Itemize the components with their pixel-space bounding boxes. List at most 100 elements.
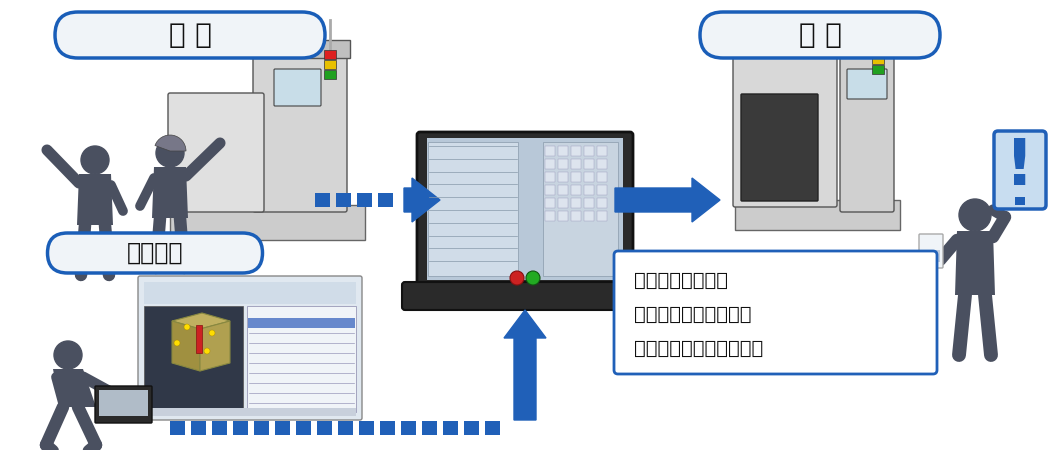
Bar [336, 193, 351, 207]
Circle shape [526, 271, 540, 285]
FancyBboxPatch shape [274, 69, 321, 106]
Bar [212, 421, 227, 435]
Bar [275, 421, 290, 435]
Bar [597, 211, 607, 221]
Bar [558, 159, 568, 169]
Bar [443, 421, 458, 435]
Bar [558, 146, 568, 156]
Bar [191, 421, 206, 435]
Bar [247, 306, 356, 412]
FancyBboxPatch shape [994, 131, 1046, 209]
Bar [597, 198, 607, 208]
Bar [248, 318, 355, 328]
FancyBboxPatch shape [919, 234, 943, 268]
FancyArrow shape [504, 310, 546, 420]
Bar [584, 172, 594, 182]
FancyBboxPatch shape [847, 69, 887, 99]
Bar [558, 211, 568, 221]
FancyBboxPatch shape [47, 233, 262, 273]
Bar [597, 185, 607, 195]
Bar [401, 421, 416, 435]
Bar [233, 421, 248, 435]
Bar [597, 172, 607, 182]
Bar [485, 421, 500, 435]
Bar [144, 408, 356, 416]
Text: !: ! [1006, 136, 1034, 198]
FancyBboxPatch shape [840, 48, 894, 212]
Bar [359, 421, 374, 435]
FancyArrow shape [615, 178, 720, 222]
Wedge shape [155, 135, 186, 151]
Bar [196, 325, 202, 353]
Bar [428, 142, 518, 276]
Bar [545, 211, 555, 221]
Bar [254, 421, 269, 435]
Text: 成 果: 成 果 [799, 21, 841, 49]
Bar [584, 198, 594, 208]
Bar [324, 50, 336, 59]
Text: 動作確認: 動作確認 [127, 241, 184, 265]
Bar [545, 159, 555, 169]
Bar [422, 421, 437, 435]
FancyBboxPatch shape [402, 282, 648, 310]
Bar [558, 198, 568, 208]
Bar [296, 421, 311, 435]
Bar [545, 172, 555, 182]
Circle shape [174, 340, 180, 346]
Polygon shape [152, 167, 188, 218]
Bar [317, 421, 332, 435]
Bar [872, 55, 884, 64]
Text: ・円滑な機械立ち上げ: ・円滑な機械立ち上げ [634, 305, 752, 324]
Bar [558, 172, 568, 182]
Circle shape [156, 139, 184, 167]
Bar [338, 421, 353, 435]
Circle shape [204, 348, 210, 354]
FancyBboxPatch shape [138, 276, 362, 420]
Bar [597, 159, 607, 169]
Circle shape [184, 324, 190, 330]
Polygon shape [52, 369, 96, 407]
Bar [571, 211, 581, 221]
FancyBboxPatch shape [614, 251, 937, 374]
Bar [584, 159, 594, 169]
FancyBboxPatch shape [168, 93, 264, 212]
Bar [170, 205, 365, 240]
Bar [1015, 197, 1025, 205]
Bar [597, 146, 607, 156]
Bar [315, 193, 330, 207]
Bar [545, 185, 555, 195]
Bar [922, 250, 940, 262]
Bar [571, 198, 581, 208]
Bar [144, 282, 356, 304]
Polygon shape [172, 313, 230, 329]
Bar [378, 193, 393, 207]
Bar [872, 65, 884, 74]
FancyBboxPatch shape [733, 43, 837, 207]
FancyBboxPatch shape [55, 12, 326, 58]
Bar [584, 146, 594, 156]
Circle shape [54, 341, 82, 369]
Text: ・すばやい段取り・加工: ・すばやい段取り・加工 [634, 338, 763, 357]
FancyBboxPatch shape [741, 94, 818, 201]
Polygon shape [77, 174, 113, 225]
Bar [144, 306, 243, 412]
FancyBboxPatch shape [700, 12, 940, 58]
Bar [584, 211, 594, 221]
Bar [545, 146, 555, 156]
Bar [250, 40, 350, 58]
FancyBboxPatch shape [94, 386, 152, 423]
Bar [730, 30, 840, 48]
Circle shape [510, 271, 524, 285]
Text: ・習得技術の実現: ・習得技術の実現 [634, 270, 728, 289]
Bar [324, 60, 336, 69]
Polygon shape [200, 321, 230, 371]
Bar [545, 198, 555, 208]
Polygon shape [956, 231, 995, 295]
Bar [872, 45, 884, 54]
Bar [571, 172, 581, 182]
Text: 教 育: 教 育 [169, 21, 211, 49]
Bar [571, 159, 581, 169]
Circle shape [959, 199, 991, 231]
Bar [380, 421, 395, 435]
Bar [584, 185, 594, 195]
